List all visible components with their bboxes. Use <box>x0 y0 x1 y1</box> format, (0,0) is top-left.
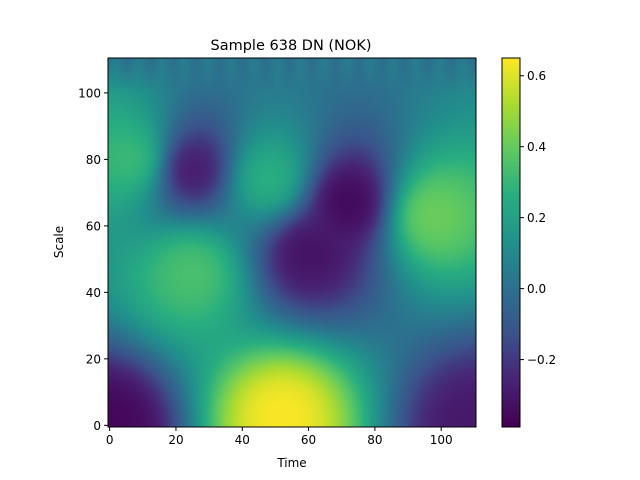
colorbar-tick-label: 0.6 <box>527 69 546 83</box>
y-tick-label: 80 <box>86 153 101 167</box>
colorbar-frame <box>501 57 521 428</box>
colorbar-tick-label: −0.2 <box>527 353 556 367</box>
y-axis-label: Scale <box>52 226 66 258</box>
y-tick-label: 60 <box>86 219 101 233</box>
x-tick-label: 0 <box>106 433 114 447</box>
y-axis-ticks: 0 20 40 60 80 100 <box>78 86 108 433</box>
y-tick-label: 40 <box>86 286 101 300</box>
colorbar-tick-label: 0.4 <box>527 140 546 154</box>
x-axis-ticks: 0 20 40 60 80 100 <box>106 427 453 447</box>
y-tick-label: 20 <box>86 352 101 366</box>
x-tick-label: 40 <box>235 433 250 447</box>
y-tick-label: 0 <box>93 419 101 433</box>
x-tick-label: 20 <box>168 433 183 447</box>
colorbar-gradient <box>502 58 520 427</box>
heatmap-image <box>108 58 476 427</box>
x-tick-label: 60 <box>301 433 316 447</box>
x-axis-label: Time <box>276 456 306 470</box>
x-tick-label: 100 <box>430 433 453 447</box>
chart-title: Sample 638 DN (NOK) <box>211 38 372 54</box>
plot-frame <box>107 57 477 428</box>
colorbar-tick-label: 0.0 <box>527 282 546 296</box>
y-tick-label: 100 <box>78 86 101 100</box>
colorbar-tick-label: 0.2 <box>527 211 546 225</box>
x-tick-label: 80 <box>367 433 382 447</box>
colorbar-ticks: 0.6 0.4 0.2 0.0 −0.2 <box>520 69 556 367</box>
